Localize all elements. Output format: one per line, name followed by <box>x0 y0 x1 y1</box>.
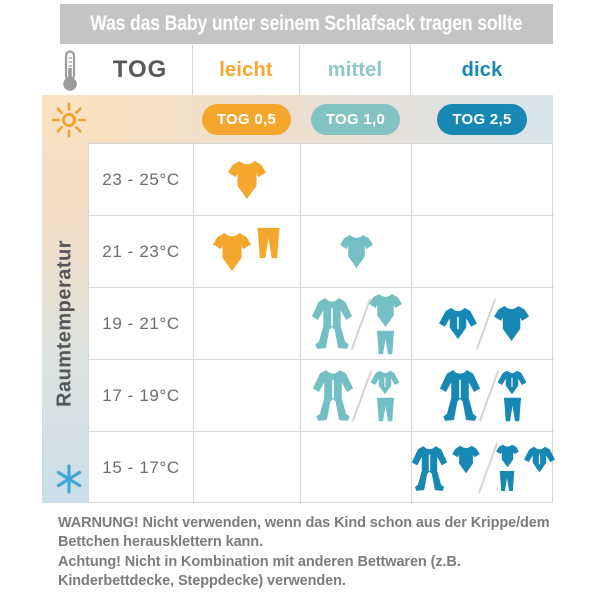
outfit-option <box>439 369 481 422</box>
tog-badge-band: TOG 0,5 TOG 1,0 TOG 2,5 <box>88 95 553 143</box>
outfit-option <box>228 160 266 200</box>
garment-stack <box>255 227 282 259</box>
thermometer-icon <box>63 50 77 91</box>
garment-stack <box>452 445 480 474</box>
temp-range-label: 15 - 17°C <box>89 432 194 504</box>
sleepsuit-icon <box>411 445 448 492</box>
column-header-mittel: mittel <box>300 45 411 95</box>
bodysuit-icon <box>228 160 266 200</box>
outfit-option <box>497 370 527 422</box>
garment-stack <box>228 160 266 200</box>
outfit-cell-leicht <box>194 216 301 288</box>
tog-25-badge: TOG 2,5 <box>437 103 527 135</box>
outfit-cell-dick <box>412 432 554 504</box>
outfit-option <box>213 232 282 272</box>
garment-stack <box>496 444 519 492</box>
outfit-option <box>340 234 373 269</box>
outfit-cell-leicht <box>194 288 301 360</box>
bodysuit-icon <box>340 234 373 269</box>
tog-header-cell: TOG <box>88 45 193 95</box>
outfit-cell-mittel <box>301 432 412 504</box>
warning-text: WARNUNG! Nicht verwenden, wenn das Kind … <box>58 514 563 592</box>
band-spacer <box>88 95 193 143</box>
sleepsuit-icon <box>439 369 481 422</box>
garment-stack <box>213 232 251 272</box>
badge-cell-leicht: TOG 0,5 <box>193 95 300 143</box>
outfit-option <box>411 445 480 492</box>
outfit-option <box>312 369 354 422</box>
garment-stack <box>311 297 353 350</box>
snowflake-icon <box>56 464 82 494</box>
pants-icon <box>498 470 516 492</box>
outfit-option <box>370 370 400 422</box>
title-bar: Was das Baby unter seinem Schlafsack tra… <box>60 4 553 44</box>
bodysuit-icon <box>213 232 251 272</box>
outfit-cell-dick <box>412 216 554 288</box>
outfit-option <box>369 293 402 355</box>
outfit-cell-dick <box>412 360 554 432</box>
bodysuit-icon <box>494 305 529 342</box>
outfit-cell-mittel <box>301 144 412 216</box>
sleepsuit-icon <box>311 297 353 350</box>
temperature-clothing-table: 23 - 25°C 21 - 23°C 19 - 21°C 17 - 19°C 15 -… <box>88 143 554 504</box>
pants-icon <box>502 397 523 422</box>
outfit-cell-mittel <box>301 288 412 360</box>
badge-cell-dick: TOG 2,5 <box>411 95 553 143</box>
sleepsuit-icon <box>312 369 354 422</box>
outfit-cell-dick <box>412 288 554 360</box>
bodysuit-icon <box>369 293 402 328</box>
outfit-cell-leicht <box>194 432 301 504</box>
column-label: leicht <box>219 58 273 81</box>
outfit-cell-mittel <box>301 216 412 288</box>
tog-label: TOG <box>112 56 168 83</box>
garment-stack <box>439 369 481 422</box>
room-temperature-sidebar <box>42 95 88 503</box>
warning-line-1: WARNUNG! Nicht verwenden, wenn das Kind … <box>58 515 550 551</box>
outfit-option <box>438 307 478 340</box>
column-header-leicht: leicht <box>193 45 300 95</box>
tog-10-badge: TOG 1,0 <box>310 103 401 135</box>
longsleeve-icon <box>370 370 400 395</box>
temp-range-label: 23 - 25°C <box>89 144 194 216</box>
outfit-cell-dick <box>412 144 554 216</box>
garment-stack <box>523 446 556 473</box>
pants-icon <box>255 227 282 259</box>
column-label: dick <box>461 58 503 81</box>
garment-stack <box>494 305 529 342</box>
page-title: Was das Baby unter seinem Schlafsack tra… <box>90 12 523 35</box>
longsleeve-icon <box>523 446 556 473</box>
outfit-option <box>311 297 353 350</box>
garment-stack <box>497 370 527 422</box>
garment-stack <box>369 293 402 355</box>
outfit-cell-leicht <box>194 360 301 432</box>
badge-cell-mittel: TOG 1,0 <box>300 95 411 143</box>
pants-icon <box>375 397 396 422</box>
longsleeve-icon <box>497 370 527 395</box>
bodysuit-icon <box>496 444 519 468</box>
pants-icon <box>375 330 396 355</box>
temp-range-label: 17 - 19°C <box>89 360 194 432</box>
room-temperature-label: Raumtemperatur <box>53 239 76 407</box>
table-header: TOG leicht mittel dick <box>88 45 553 95</box>
garment-stack <box>370 370 400 422</box>
column-label: mittel <box>327 58 383 81</box>
outfit-option <box>496 444 556 492</box>
bodysuit-icon <box>452 445 480 474</box>
sun-icon <box>51 102 87 138</box>
outfit-cell-mittel <box>301 360 412 432</box>
garment-stack <box>438 307 478 340</box>
tog-05-badge: TOG 0,5 <box>201 103 292 135</box>
outfit-cell-leicht <box>194 144 301 216</box>
garment-stack <box>340 234 373 269</box>
garment-stack <box>312 369 354 422</box>
garment-stack <box>411 445 448 492</box>
temp-range-label: 21 - 23°C <box>89 216 194 288</box>
temp-range-label: 19 - 21°C <box>89 288 194 360</box>
outfit-option <box>494 305 529 342</box>
column-header-dick: dick <box>411 45 553 95</box>
longsleeve-icon <box>438 307 478 340</box>
warning-line-2: Achtung! Nicht in Kombination mit andere… <box>58 553 461 590</box>
